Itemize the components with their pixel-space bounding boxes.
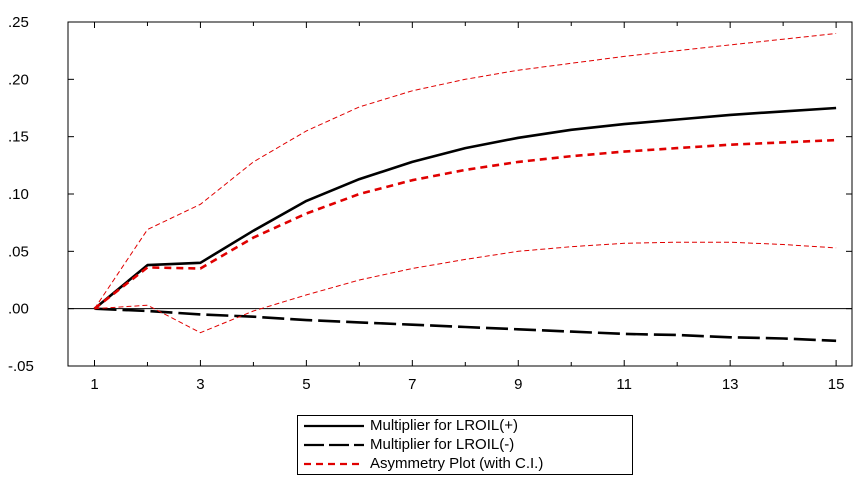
x-tick-label: 7: [408, 376, 416, 393]
y-tick-label: .20: [8, 71, 29, 88]
legend-item-multiplier-negative: Multiplier for LROIL(-): [298, 435, 632, 455]
legend-item-asymmetry-plot: Asymmetry Plot (with C.I.): [298, 454, 632, 474]
legend-item-multiplier-positive: Multiplier for LROIL(+): [298, 416, 632, 436]
y-tick-label: .00: [8, 301, 29, 318]
series-asymmetry: [93, 138, 837, 310]
y-tick-label: .10: [8, 186, 29, 203]
series-lower-ci: [94, 241, 837, 334]
y-tick-label: .15: [8, 129, 29, 146]
legend-label: Multiplier for LROIL(-): [370, 436, 515, 453]
x-tick-label: 11: [616, 376, 632, 393]
x-tick-label: 13: [722, 376, 739, 393]
series-multiplier-negative: [94, 307, 837, 343]
y-tick-label: .05: [8, 243, 29, 260]
series-upper-ci: [94, 33, 837, 309]
x-tick-label: 1: [90, 376, 98, 393]
chart-legend: Multiplier for LROIL(+) Multiplier for L…: [297, 415, 633, 475]
legend-label: Multiplier for LROIL(+): [370, 417, 518, 434]
y-tick-label: -.05: [8, 358, 34, 375]
legend-label: Asymmetry Plot (with C.I.): [370, 455, 544, 472]
y-tick-label: .25: [8, 14, 29, 31]
x-tick-label: 9: [514, 376, 522, 393]
x-tick-label: 3: [196, 376, 204, 393]
x-tick-label: 15: [828, 376, 845, 393]
x-tick-label: 5: [302, 376, 310, 393]
series-multiplier-positive: [93, 106, 837, 310]
